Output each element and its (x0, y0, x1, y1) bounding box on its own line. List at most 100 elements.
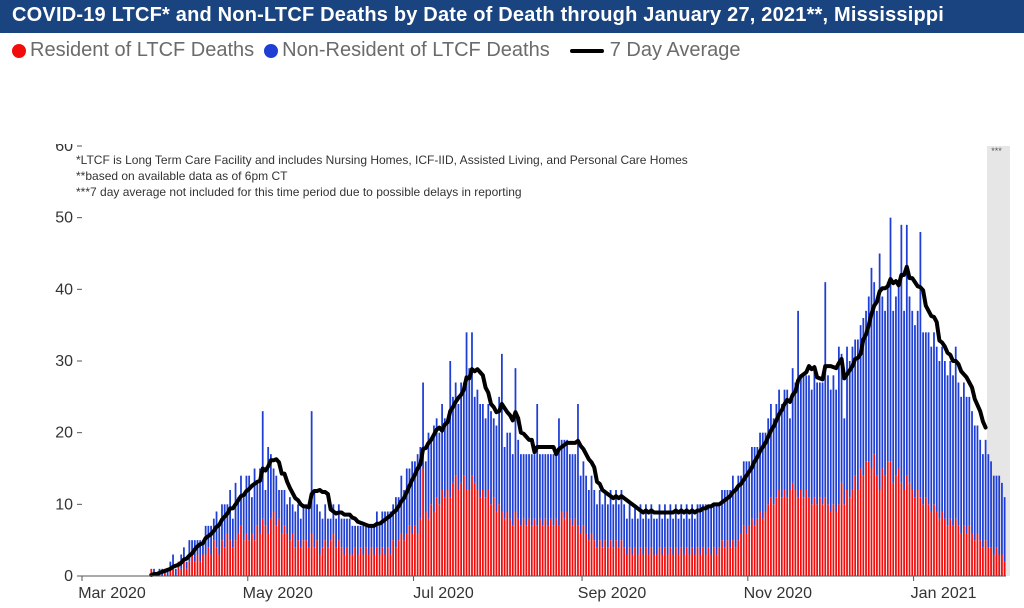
bar-ltcf (708, 547, 710, 576)
bar-nonltcf (778, 390, 780, 490)
bar-nonltcf (835, 390, 837, 512)
bar-nonltcf (311, 411, 313, 533)
bar-ltcf (996, 547, 998, 576)
bar-ltcf (634, 547, 636, 576)
bar-ltcf (265, 526, 267, 576)
bar-nonltcf (561, 440, 563, 512)
bar-nonltcf (718, 504, 720, 547)
bar-ltcf (811, 504, 813, 576)
bar-ltcf (928, 504, 930, 576)
bar-nonltcf (794, 383, 796, 491)
bar-ltcf (786, 497, 788, 576)
y-tick-label: 10 (55, 496, 73, 513)
bar-nonltcf (871, 268, 873, 469)
bar-ltcf (553, 526, 555, 576)
bar-ltcf (191, 555, 193, 577)
bar-ltcf (623, 547, 625, 576)
bar-ltcf (515, 512, 517, 577)
bar-ltcf (305, 540, 307, 576)
bar-ltcf (775, 497, 777, 576)
bar-nonltcf (876, 311, 878, 476)
bar-ltcf (949, 519, 951, 576)
bar-ltcf (933, 504, 935, 576)
bar-ltcf (941, 512, 943, 577)
bar-nonltcf (903, 311, 905, 490)
footnote-1: *LTCF is Long Term Care Facility and inc… (76, 152, 688, 168)
bar-nonltcf (555, 454, 557, 518)
bar-nonltcf (781, 404, 783, 497)
bar-ltcf (968, 526, 970, 576)
x-tick-label: Mar 2020 (78, 585, 146, 602)
bar-nonltcf (381, 512, 383, 548)
bar-ltcf (577, 526, 579, 576)
bar-ltcf (199, 562, 201, 576)
bar-nonltcf (786, 390, 788, 498)
bar-ltcf (468, 490, 470, 576)
bar-ltcf (583, 526, 585, 576)
bar-nonltcf (322, 519, 324, 548)
bar-ltcf (767, 504, 769, 576)
bar-nonltcf (352, 526, 354, 555)
bar-nonltcf (275, 476, 277, 526)
bar-ltcf (292, 533, 294, 576)
bar-nonltcf (534, 454, 536, 518)
bar-ltcf (784, 490, 786, 576)
bar-nonltcf (346, 519, 348, 548)
bar-nonltcf (466, 332, 468, 490)
bar-nonltcf (974, 426, 976, 541)
bar-ltcf (259, 533, 261, 576)
bar-nonltcf (395, 497, 397, 547)
bar-nonltcf (550, 454, 552, 518)
bar-ltcf (216, 547, 218, 576)
bar-nonltcf (827, 375, 829, 504)
bar-ltcf (221, 540, 223, 576)
bar-ltcf (895, 476, 897, 576)
bar-ltcf (390, 555, 392, 577)
bar-nonltcf (732, 476, 734, 540)
bar-ltcf (732, 540, 734, 576)
bar-nonltcf (963, 383, 965, 526)
bar-ltcf (612, 547, 614, 576)
bar-nonltcf (371, 526, 373, 548)
bar-ltcf (947, 526, 949, 576)
bar-ltcf (797, 497, 799, 576)
bar-ltcf (330, 540, 332, 576)
bar-nonltcf (1001, 483, 1003, 555)
bar-ltcf (580, 533, 582, 576)
bar-ltcf (683, 555, 685, 577)
bar-ltcf (188, 562, 190, 576)
bar-ltcf (862, 476, 864, 576)
bar-nonltcf (512, 454, 514, 526)
bar-nonltcf (265, 490, 267, 526)
bar-ltcf (854, 476, 856, 576)
bar-nonltcf (857, 340, 859, 491)
bar-nonltcf (648, 519, 650, 555)
bar-nonltcf (607, 504, 609, 547)
bar-ltcf (490, 504, 492, 576)
bar-ltcf (887, 461, 889, 576)
bar-ltcf (998, 555, 1000, 577)
bar-ltcf (686, 547, 688, 576)
bar-nonltcf (523, 454, 525, 518)
bar-ltcf (281, 533, 283, 576)
bar-nonltcf (626, 519, 628, 555)
bar-nonltcf (284, 490, 286, 526)
bar-ltcf (939, 519, 941, 576)
bar-nonltcf (515, 368, 517, 511)
bar-ltcf (235, 540, 237, 576)
bar-nonltcf (773, 418, 775, 504)
bar-ltcf (648, 555, 650, 577)
bar-ltcf (180, 569, 182, 576)
bar-nonltcf (360, 526, 362, 548)
bar-nonltcf (689, 519, 691, 555)
bar-nonltcf (517, 440, 519, 519)
bar-ltcf (963, 526, 965, 576)
bar-nonltcf (316, 504, 318, 540)
bar-ltcf (441, 490, 443, 576)
footnote-2: **based on available data as of 6pm CT (76, 168, 688, 184)
bar-ltcf (436, 497, 438, 576)
bar-ltcf (357, 555, 359, 577)
bar-ltcf (762, 519, 764, 576)
bar-nonltcf (914, 325, 916, 497)
bar-nonltcf (678, 519, 680, 555)
